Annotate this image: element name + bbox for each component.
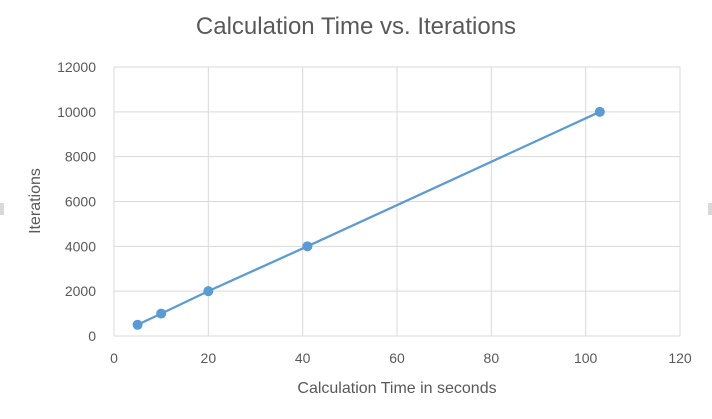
x-tick-label: 60: [389, 350, 405, 366]
y-tick-label: 12000: [57, 59, 96, 75]
y-tick-label: 10000: [57, 104, 96, 120]
x-tick-label: 100: [574, 350, 598, 366]
x-tick-labels: 0 20 40 60 80 100 120: [110, 350, 692, 366]
y-tick-label: 4000: [65, 238, 96, 254]
y-tick-label: 8000: [65, 149, 96, 165]
data-point: [203, 286, 214, 297]
x-tick-label: 20: [201, 350, 217, 366]
x-tick-label: 0: [110, 350, 118, 366]
y-tick-label: 0: [88, 328, 96, 344]
data-point: [302, 241, 313, 252]
series-group: [132, 106, 605, 330]
y-tick-label: 6000: [65, 194, 96, 210]
chart-title: Calculation Time vs. Iterations: [196, 13, 516, 40]
x-tick-label: 120: [668, 350, 692, 366]
data-point: [132, 319, 143, 330]
x-tick-label: 80: [484, 350, 500, 366]
left-edge-mark: [0, 203, 4, 215]
grid: [113, 66, 681, 337]
x-axis-label: Calculation Time in seconds: [297, 380, 496, 397]
data-point: [594, 106, 605, 117]
y-tick-labels: 0 2000 4000 6000 8000 10000 12000: [57, 59, 96, 344]
y-tick-label: 2000: [65, 283, 96, 299]
data-point: [156, 308, 167, 319]
x-tick-label: 40: [295, 350, 311, 366]
right-edge-mark: [708, 203, 712, 215]
y-axis-label: Iterations: [27, 168, 44, 234]
